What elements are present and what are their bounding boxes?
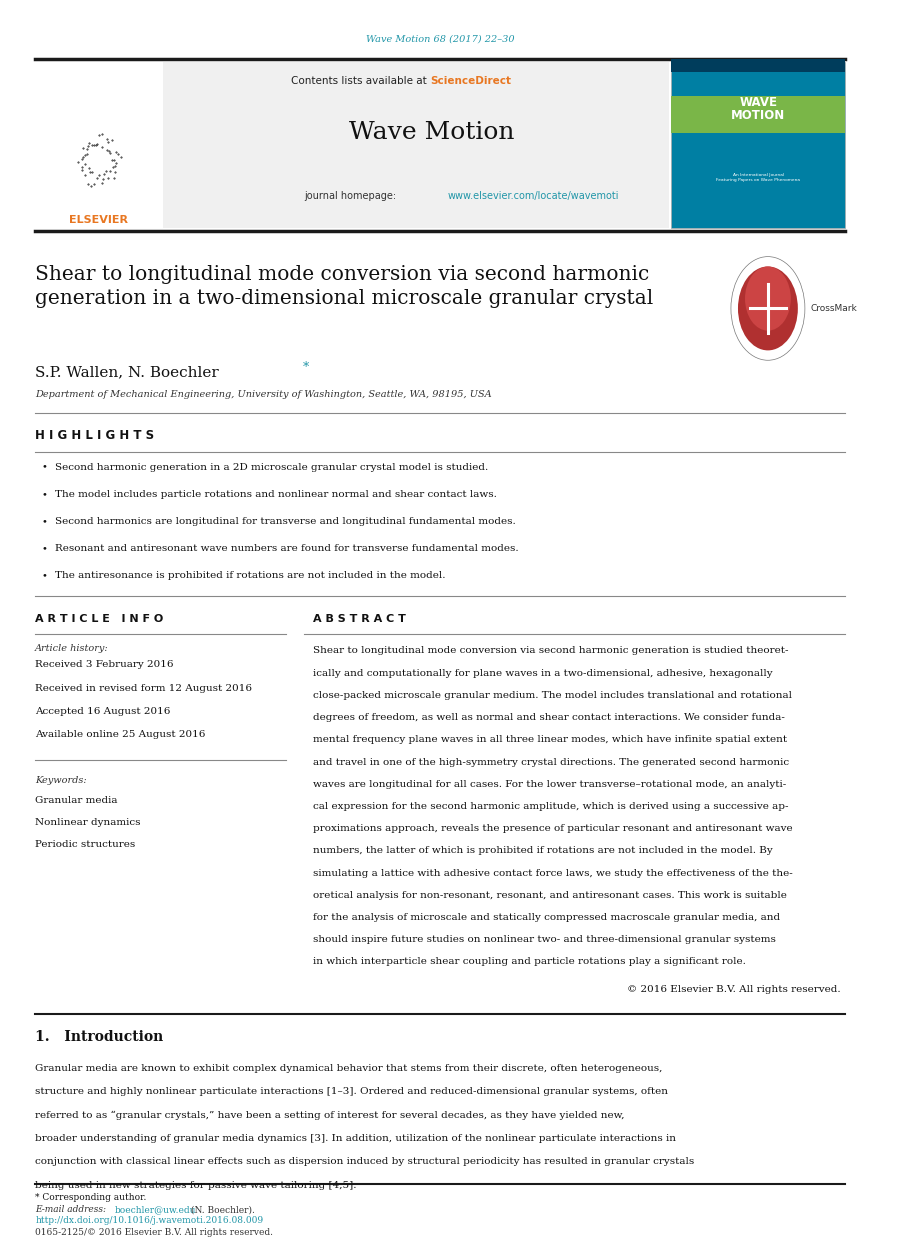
Text: Nonlinear dynamics: Nonlinear dynamics <box>35 818 141 827</box>
Text: conjunction with classical linear effects such as dispersion induced by structur: conjunction with classical linear effect… <box>35 1158 695 1166</box>
Text: proximations approach, reveals the presence of particular resonant and antireson: proximations approach, reveals the prese… <box>313 825 792 833</box>
Text: Contents lists available at: Contents lists available at <box>291 77 430 87</box>
FancyBboxPatch shape <box>35 62 669 228</box>
Text: waves are longitudinal for all cases. For the lower transverse–rotational mode, : waves are longitudinal for all cases. Fo… <box>313 780 785 789</box>
Text: degrees of freedom, as well as normal and shear contact interactions. We conside: degrees of freedom, as well as normal an… <box>313 713 785 722</box>
Text: Shear to longitudinal mode conversion via second harmonic generation is studied : Shear to longitudinal mode conversion vi… <box>313 646 788 655</box>
Text: S.P. Wallen, N. Boechler: S.P. Wallen, N. Boechler <box>35 365 219 379</box>
Circle shape <box>738 266 798 350</box>
Text: referred to as “granular crystals,” have been a setting of interest for several : referred to as “granular crystals,” have… <box>35 1110 625 1119</box>
Circle shape <box>745 266 791 331</box>
Text: ELSEVIER: ELSEVIER <box>69 214 128 224</box>
Text: An International Journal
Featuring Papers on Wave Phenomena: An International Journal Featuring Paper… <box>717 173 800 182</box>
Text: (N. Boechler).: (N. Boechler). <box>188 1206 255 1214</box>
Text: Article history:: Article history: <box>35 644 109 652</box>
Text: being used in new strategies for passive wave tailoring [4,5].: being used in new strategies for passive… <box>35 1181 356 1190</box>
Text: numbers, the latter of which is prohibited if rotations are not included in the : numbers, the latter of which is prohibit… <box>313 847 773 855</box>
Text: The antiresonance is prohibited if rotations are not included in the model.: The antiresonance is prohibited if rotat… <box>54 571 445 581</box>
Text: Wave Motion 68 (2017) 22–30: Wave Motion 68 (2017) 22–30 <box>366 35 514 43</box>
Text: •: • <box>42 571 47 581</box>
Text: structure and highly nonlinear particulate interactions [1–3]. Ordered and reduc: structure and highly nonlinear particula… <box>35 1087 668 1096</box>
FancyBboxPatch shape <box>35 62 163 228</box>
Text: for the analysis of microscale and statically compressed macroscale granular med: for the analysis of microscale and stati… <box>313 912 780 922</box>
Text: A B S T R A C T: A B S T R A C T <box>313 614 405 624</box>
Text: journal homepage:: journal homepage: <box>304 191 399 202</box>
Text: http://dx.doi.org/10.1016/j.wavemoti.2016.08.009: http://dx.doi.org/10.1016/j.wavemoti.201… <box>35 1217 263 1226</box>
Text: E-mail address:: E-mail address: <box>35 1206 109 1214</box>
Text: oretical analysis for non-resonant, resonant, and antiresonant cases. This work : oretical analysis for non-resonant, reso… <box>313 891 786 900</box>
Text: Granular media are known to exhibit complex dynamical behavior that stems from t: Granular media are known to exhibit comp… <box>35 1063 663 1072</box>
Text: Periodic structures: Periodic structures <box>35 841 135 849</box>
Text: simulating a lattice with adhesive contact force laws, we study the effectivenes: simulating a lattice with adhesive conta… <box>313 869 793 878</box>
FancyBboxPatch shape <box>671 59 845 72</box>
Text: Resonant and antiresonant wave numbers are found for transverse fundamental mode: Resonant and antiresonant wave numbers a… <box>54 543 518 553</box>
Text: Accepted 16 August 2016: Accepted 16 August 2016 <box>35 707 171 716</box>
Text: should inspire future studies on nonlinear two- and three-dimensional granular s: should inspire future studies on nonline… <box>313 935 775 945</box>
Text: Wave Motion: Wave Motion <box>349 121 514 144</box>
Text: *: * <box>303 361 309 374</box>
Text: * Corresponding author.: * Corresponding author. <box>35 1193 147 1202</box>
Text: and travel in one of the high-symmetry crystal directions. The generated second : and travel in one of the high-symmetry c… <box>313 758 789 766</box>
Text: Keywords:: Keywords: <box>35 776 87 785</box>
Text: •: • <box>42 463 47 472</box>
Text: CrossMark: CrossMark <box>810 305 857 313</box>
Text: ScienceDirect: ScienceDirect <box>430 77 511 87</box>
Text: The model includes particle rotations and nonlinear normal and shear contact law: The model includes particle rotations an… <box>54 490 496 499</box>
Text: 1.   Introduction: 1. Introduction <box>35 1030 163 1044</box>
Text: Second harmonic generation in a 2D microscale granular crystal model is studied.: Second harmonic generation in a 2D micro… <box>54 463 488 472</box>
Text: boechler@uw.edu: boechler@uw.edu <box>114 1206 196 1214</box>
Text: Received in revised form 12 August 2016: Received in revised form 12 August 2016 <box>35 683 252 692</box>
Text: •: • <box>42 490 47 499</box>
Text: in which interparticle shear coupling and particle rotations play a significant : in which interparticle shear coupling an… <box>313 957 746 967</box>
Text: WAVE
MOTION: WAVE MOTION <box>731 97 785 123</box>
Text: Department of Mechanical Engineering, University of Washington, Seattle, WA, 981: Department of Mechanical Engineering, Un… <box>35 390 492 399</box>
Text: © 2016 Elsevier B.V. All rights reserved.: © 2016 Elsevier B.V. All rights reserved… <box>628 984 841 994</box>
Text: Available online 25 August 2016: Available online 25 August 2016 <box>35 730 206 739</box>
Text: Granular media: Granular media <box>35 796 118 805</box>
Text: ically and computationally for plane waves in a two-dimensional, adhesive, hexag: ically and computationally for plane wav… <box>313 669 772 677</box>
Text: H I G H L I G H T S: H I G H L I G H T S <box>35 430 154 442</box>
Text: mental frequency plane waves in all three linear modes, which have infinite spat: mental frequency plane waves in all thre… <box>313 735 786 744</box>
Text: Shear to longitudinal mode conversion via second harmonic
generation in a two-di: Shear to longitudinal mode conversion vi… <box>35 265 653 308</box>
FancyBboxPatch shape <box>671 97 845 134</box>
Text: Second harmonics are longitudinal for transverse and longitudinal fundamental mo: Second harmonics are longitudinal for tr… <box>54 517 515 526</box>
Text: 0165-2125/© 2016 Elsevier B.V. All rights reserved.: 0165-2125/© 2016 Elsevier B.V. All right… <box>35 1228 273 1237</box>
Text: A R T I C L E   I N F O: A R T I C L E I N F O <box>35 614 163 624</box>
Text: close-packed microscale granular medium. The model includes translational and ro: close-packed microscale granular medium.… <box>313 691 792 699</box>
Text: •: • <box>42 517 47 526</box>
Text: cal expression for the second harmonic amplitude, which is derived using a succe: cal expression for the second harmonic a… <box>313 802 788 811</box>
Text: Received 3 February 2016: Received 3 February 2016 <box>35 660 174 669</box>
FancyBboxPatch shape <box>671 62 845 228</box>
Text: www.elsevier.com/locate/wavemoti: www.elsevier.com/locate/wavemoti <box>447 191 619 202</box>
Text: •: • <box>42 543 47 553</box>
Text: broader understanding of granular media dynamics [3]. In addition, utilization o: broader understanding of granular media … <box>35 1134 677 1143</box>
